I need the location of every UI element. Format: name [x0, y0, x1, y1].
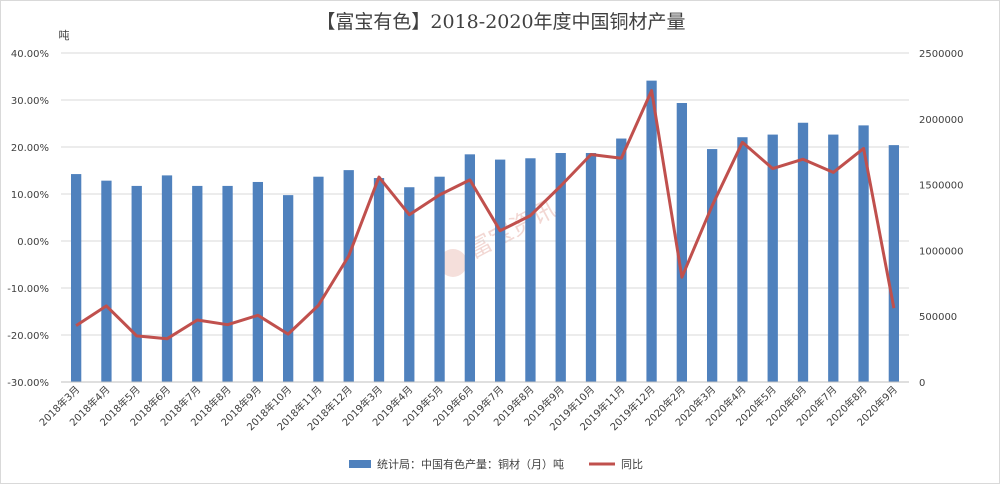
bar [464, 154, 476, 382]
bar [282, 195, 294, 382]
right-y-axis: 0 500000 1000000 1500000 2000000 2500000 [919, 49, 964, 389]
bar [313, 176, 324, 382]
bar [646, 80, 657, 383]
bar [101, 180, 112, 382]
bar [222, 185, 233, 382]
bar [192, 185, 203, 382]
left-tick-label: 0.00% [17, 237, 49, 248]
right-tick-label: 0 [919, 378, 925, 389]
bar [616, 138, 627, 382]
bar [888, 145, 900, 382]
line-path [75, 89, 896, 341]
watermark-logo [439, 249, 467, 277]
bar [858, 125, 869, 382]
bar [706, 149, 718, 382]
gridlines [61, 52, 909, 383]
watermark-text: 富宝资讯 [463, 195, 561, 265]
bar [767, 134, 778, 382]
bar [797, 122, 809, 383]
left-tick-label: 40.00% [11, 49, 49, 60]
bar [343, 170, 354, 382]
bar [585, 153, 597, 382]
bar [70, 174, 82, 382]
bar [676, 103, 688, 383]
bar [404, 187, 415, 382]
bar-series [70, 80, 900, 383]
left-tick-label: 30.00% [11, 96, 49, 107]
line-series [75, 89, 896, 341]
left-y-axis: -30.00% -20.00% -10.00% 0.00% 10.00% 20.00% 30… [7, 49, 49, 389]
bar [525, 158, 536, 382]
bar [737, 137, 748, 382]
chart-title: 【富宝有色】2018-2020年度中国铜材产量 [316, 11, 685, 33]
bar [434, 176, 445, 382]
legend-bar-label: 统计局：中国有色产量：铜材（月）吨 [377, 457, 564, 471]
right-tick-label: 2000000 [919, 115, 964, 126]
legend: 统计局：中国有色产量：铜材（月）吨 同比 [349, 457, 643, 471]
right-tick-label: 500000 [919, 312, 957, 323]
legend-line-label: 同比 [621, 458, 643, 471]
left-tick-label: -10.00% [7, 284, 49, 295]
left-tick-label: -30.00% [7, 378, 49, 389]
bar [555, 153, 566, 382]
left-tick-label: 10.00% [11, 190, 49, 201]
right-tick-label: 1000000 [919, 246, 964, 257]
right-tick-label: 2500000 [919, 49, 964, 60]
left-tick-label: -20.00% [7, 331, 49, 342]
legend-bar-swatch [349, 460, 371, 468]
right-tick-label: 1500000 [919, 181, 964, 192]
bar [252, 181, 264, 382]
left-axis-unit: 吨 [59, 29, 70, 42]
x-axis: 2018年3月2018年4月2018年5月2018年6月2018年7月2018年… [36, 381, 909, 433]
bar [131, 185, 142, 382]
left-tick-label: 20.00% [11, 143, 49, 154]
bar [828, 134, 839, 382]
bar [373, 178, 385, 382]
bar [161, 175, 173, 382]
bar [494, 159, 506, 382]
